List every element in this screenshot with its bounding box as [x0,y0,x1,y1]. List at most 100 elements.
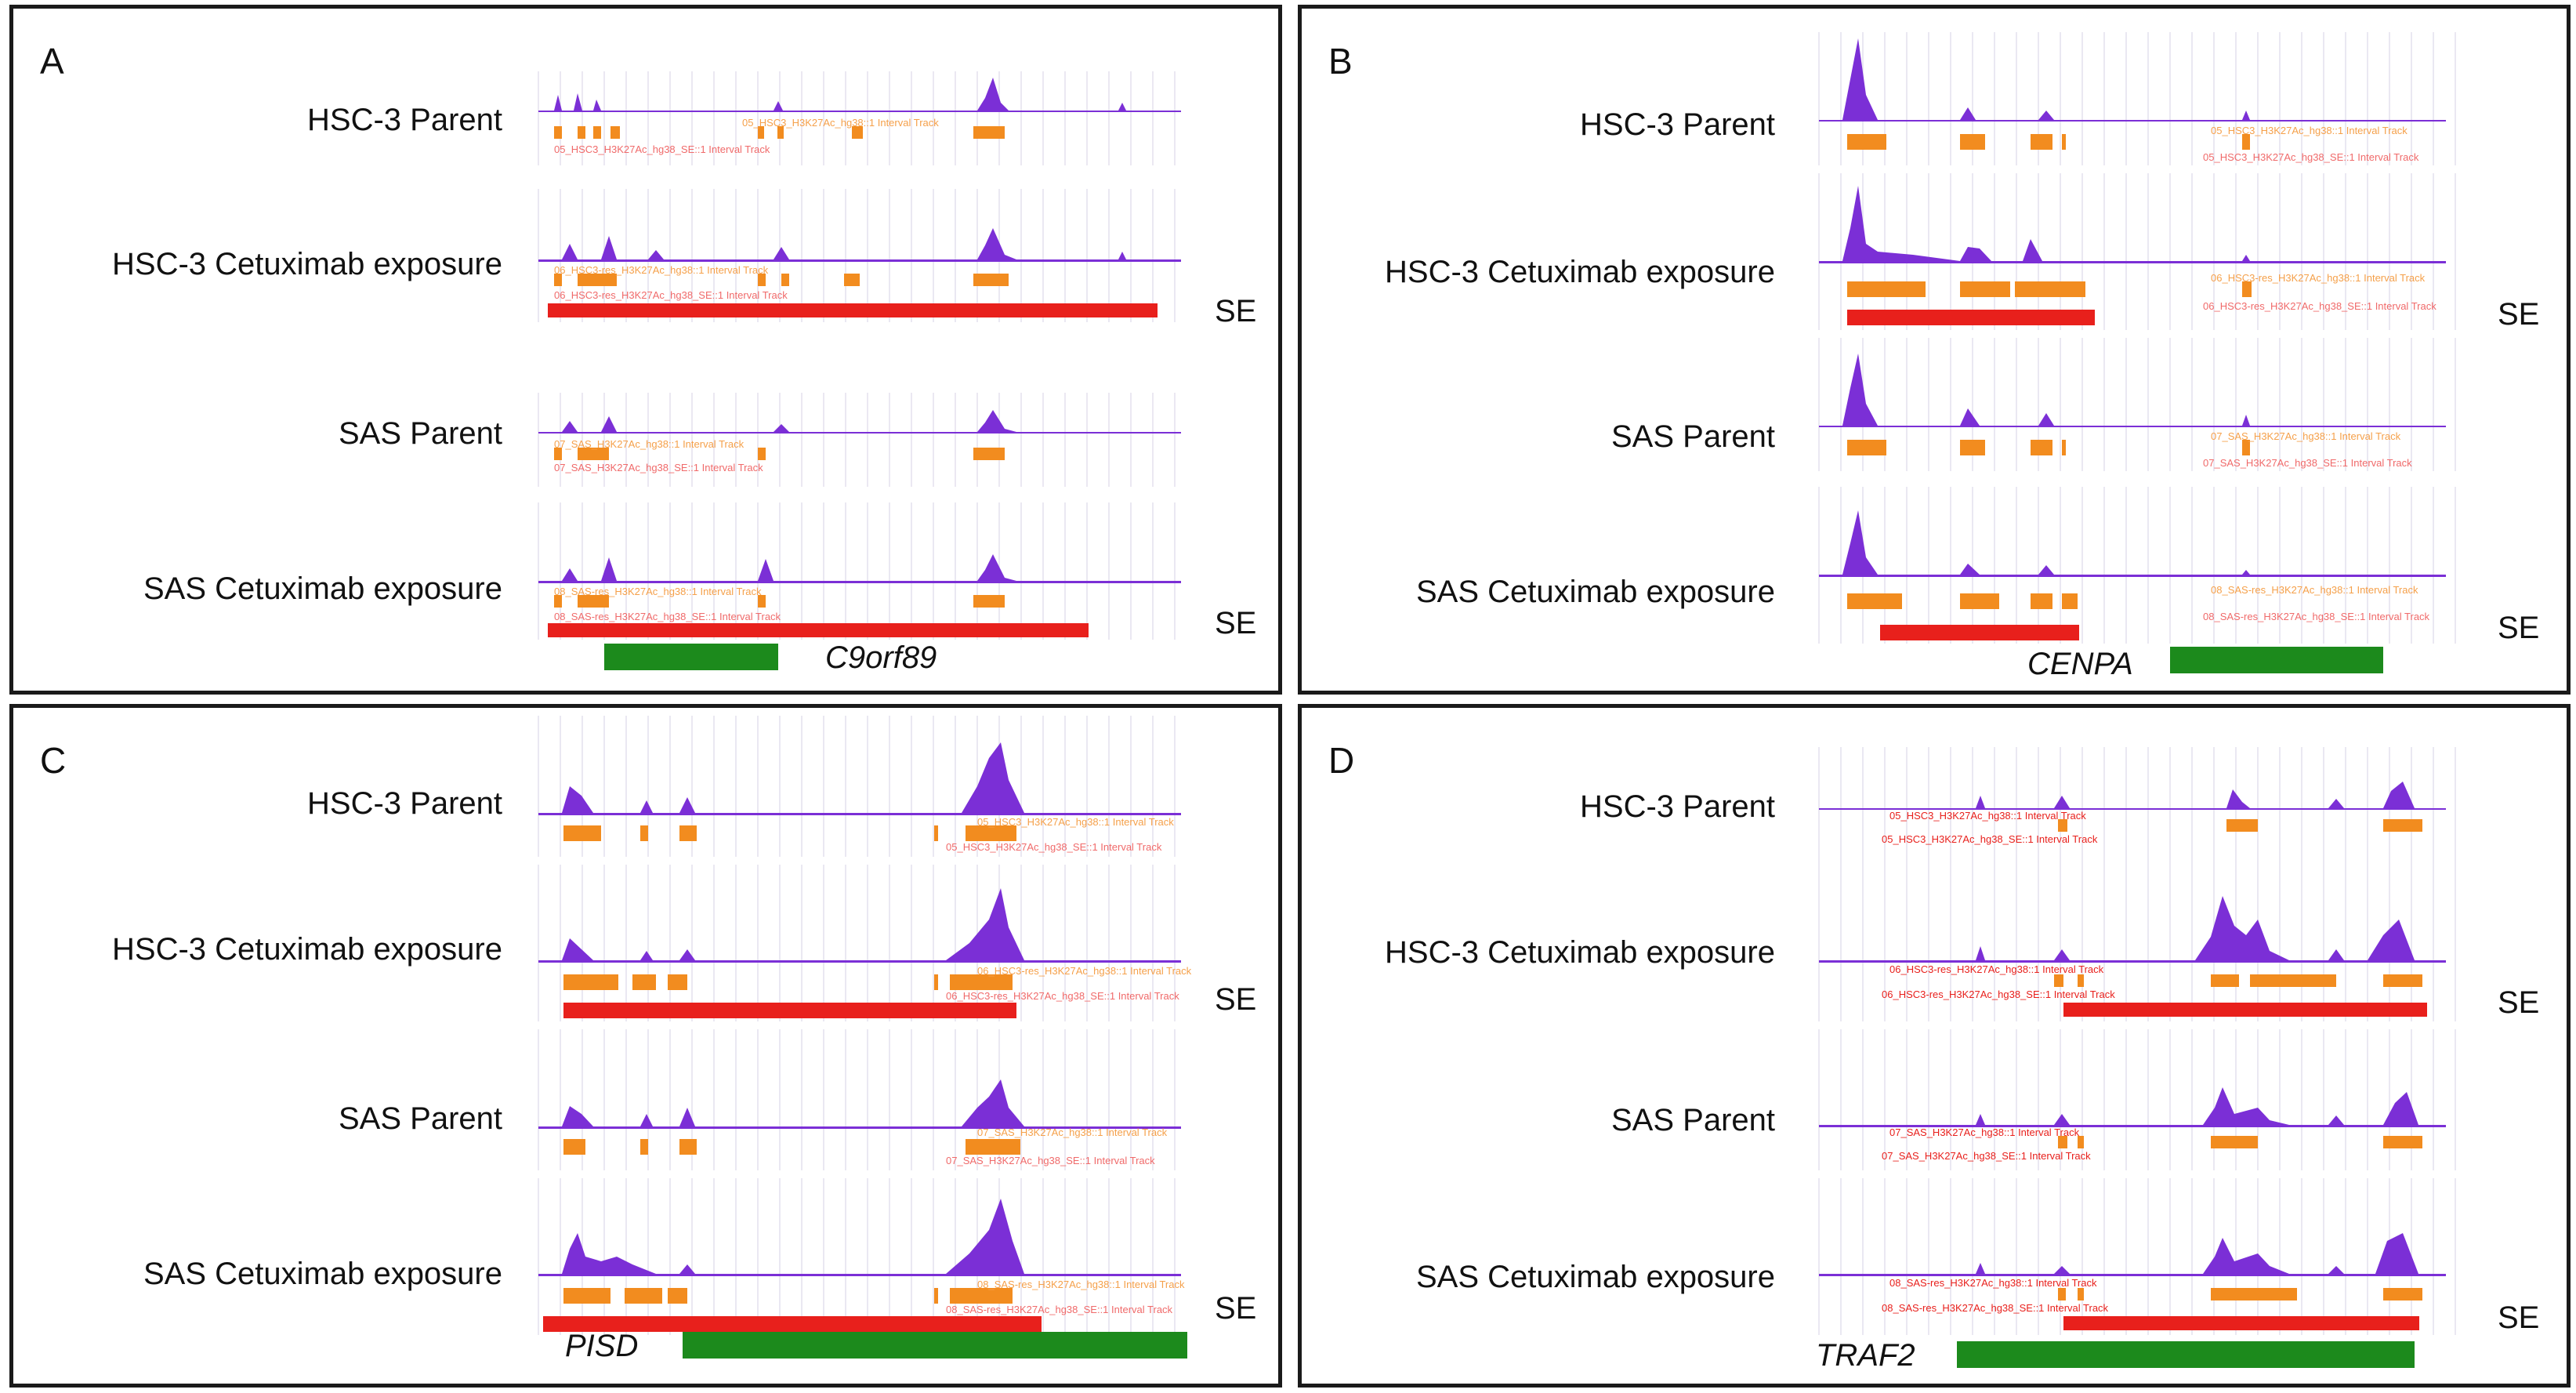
grid-lines [538,189,1176,322]
row-label: HSC-3 Parent [1580,107,1775,142]
track-svg: 05_HSC3_H3K27Ac_hg38::1 Interval Track 0… [538,71,1181,165]
track-svg: 05_HSC3_H3K27Ac_hg38::1 Interval Track 0… [1818,747,2456,865]
track-hsc3-cetuximab: 06_HSC3-res_H3K27Ac_hg38::1 Interval Tra… [1818,865,2477,1021]
track-label-bottom: 07_SAS_H3K27Ac_hg38_SE::1 Interval Track [1882,1150,2091,1162]
grid-lines [1818,487,2456,644]
super-enhancer-bar [563,1003,1016,1018]
interval-blocks [1847,134,2250,150]
interval-blocks [1847,440,2250,455]
track-label-bottom: 08_SAS-res_H3K27Ac_hg38_SE::1 Interval T… [1882,1302,2109,1314]
track-label-bottom: 07_SAS_H3K27Ac_hg38_SE::1 Interval Track [2203,457,2412,469]
panel-letter: B [1328,41,1353,82]
grid-lines [538,502,1176,640]
signal-peaks [1819,1087,2446,1127]
se-label: SE [2498,297,2540,332]
panel-b: B HSC-3 Parent HSC-3 Cetuximab exposure … [1298,5,2571,695]
grid-lines [1818,338,2456,471]
row-label: HSC-3 Cetuximab exposure [1385,935,1775,970]
track-hsc3-parent: 05_HSC3_H3K27Ac_hg38::1 Interval Track 0… [1818,32,2477,165]
gene-label: CENPA [2027,647,2133,681]
signal-peaks [538,888,1181,963]
signal-peaks [1819,186,2446,263]
super-enhancer-bar [548,623,1089,637]
track-hsc3-cetuximab: 06_HSC3-res_H3K27Ac_hg38::1 Interval Tra… [538,865,1197,1021]
signal-peaks [1819,510,2446,577]
grid-lines [1818,747,2456,865]
track-label-top: 06_HSC3-res_H3K27Ac_hg38::1 Interval Tra… [1889,963,2104,975]
grid-lines [1818,173,2456,330]
super-enhancer-bar [2063,1003,2427,1017]
row-label: SAS Parent [1610,419,1775,454]
grid-lines [538,1029,1176,1170]
panel-d: D HSC-3 Parent HSC-3 Cetuximab exposure … [1298,704,2571,1388]
super-enhancer-bar [543,1316,1042,1332]
super-enhancer-bar [1880,625,2079,640]
grid-lines [538,71,1176,165]
se-label: SE [2498,611,2540,645]
track-label-bottom: 08_SAS-res_H3K27Ac_hg38_SE::1 Interval T… [946,1304,1173,1315]
signal-peaks [538,1199,1181,1276]
track-label-bottom: 08_SAS-res_H3K27Ac_hg38_SE::1 Interval T… [2203,611,2430,622]
super-enhancer-bar [1847,310,2095,325]
signal-peaks [1819,354,2446,427]
panel-a: A HSC-3 Parent HSC-3 Cetuximab exposure … [9,5,1282,695]
interval-blocks [1847,593,2078,609]
row-label: HSC-3 Cetuximab exposure [112,247,502,281]
signal-peaks [538,1079,1181,1129]
track-svg: 08_SAS-res_H3K27Ac_hg38::1 Interval Trac… [1818,1178,2456,1335]
panel-c: C HSC-3 Parent HSC-3 Cetuximab exposure … [9,704,1282,1388]
grid-lines [538,716,1176,857]
gene-bar [1957,1341,2415,1368]
interval-blocks [563,1288,1013,1304]
signal-peaks [538,742,1181,815]
interval-blocks [2058,819,2422,832]
signal-peaks [538,410,1181,433]
panel-letter: C [40,740,67,781]
track-label-bottom: 05_HSC3_H3K27Ac_hg38_SE::1 Interval Trac… [1882,833,2098,845]
track-hsc3-parent: 05_HSC3_H3K27Ac_hg38::1 Interval Track 0… [1818,747,2477,865]
gene-bar [683,1332,1187,1359]
gene-label: C9orf89 [825,640,937,675]
track-sas-parent: 07_SAS_H3K27Ac_hg38::1 Interval Track 07… [1818,338,2477,471]
interval-blocks [554,448,1005,460]
grid-lines [538,1178,1176,1335]
se-label: SE [2498,985,2540,1020]
row-label: SAS Parent [338,416,502,451]
track-svg: 07_SAS_H3K27Ac_hg38::1 Interval Track 07… [538,393,1181,487]
signal-peaks [538,228,1181,262]
signal-peaks [1819,1233,2446,1276]
signal-peaks [538,554,1181,583]
se-label: SE [1215,982,1257,1017]
track-sas-cetuximab: 08_SAS-res_H3K27Ac_hg38::1 Interval Trac… [538,502,1197,640]
row-label: HSC-3 Parent [307,103,502,137]
signal-peaks [1819,38,2446,122]
track-sas-cetuximab: 08_SAS-res_H3K27Ac_hg38::1 Interval Trac… [538,1178,1197,1335]
interval-blocks [554,126,1005,139]
track-label-top: 05_HSC3_H3K27Ac_hg38::1 Interval Track [2211,125,2408,136]
track-label-bottom: 06_HSC3-res_H3K27Ac_hg38_SE::1 Interval … [946,990,1179,1002]
track-svg: 07_SAS_H3K27Ac_hg38::1 Interval Track 07… [1818,338,2456,471]
interval-blocks [2058,1136,2422,1148]
track-label-bottom: 07_SAS_H3K27Ac_hg38_SE::1 Interval Track [554,462,763,473]
se-label: SE [1215,1291,1257,1326]
interval-blocks [563,974,1013,990]
track-svg: 08_SAS-res_H3K27Ac_hg38::1 Interval Trac… [538,502,1181,640]
track-label-bottom: 08_SAS-res_H3K27Ac_hg38_SE::1 Interval T… [554,611,781,622]
signal-peaks [1819,896,2446,963]
track-label-top: 07_SAS_H3K27Ac_hg38::1 Interval Track [977,1126,1168,1138]
row-label: SAS Cetuximab exposure [1415,1260,1775,1294]
row-label: HSC-3 Cetuximab exposure [1385,255,1775,289]
row-label: SAS Parent [1610,1103,1775,1137]
gene-label: PISD [565,1329,639,1363]
track-svg: 06_HSC3-res_H3K27Ac_hg38::1 Interval Tra… [1818,173,2456,330]
track-sas-parent: 07_SAS_H3K27Ac_hg38::1 Interval Track 07… [538,1029,1197,1170]
row-label: SAS Cetuximab exposure [143,1257,502,1291]
track-label-bottom: 05_HSC3_H3K27Ac_hg38_SE::1 Interval Trac… [554,143,770,155]
track-svg: 08_SAS-res_H3K27Ac_hg38::1 Interval Trac… [538,1178,1185,1335]
track-sas-cetuximab: 08_SAS-res_H3K27Ac_hg38::1 Interval Trac… [1818,487,2477,644]
interval-blocks [1847,281,2252,297]
row-label: SAS Cetuximab exposure [143,571,502,606]
grid-lines [1818,32,2456,165]
track-label-top: 05_HSC3_H3K27Ac_hg38::1 Interval Track [742,117,939,129]
se-label: SE [1215,606,1257,640]
